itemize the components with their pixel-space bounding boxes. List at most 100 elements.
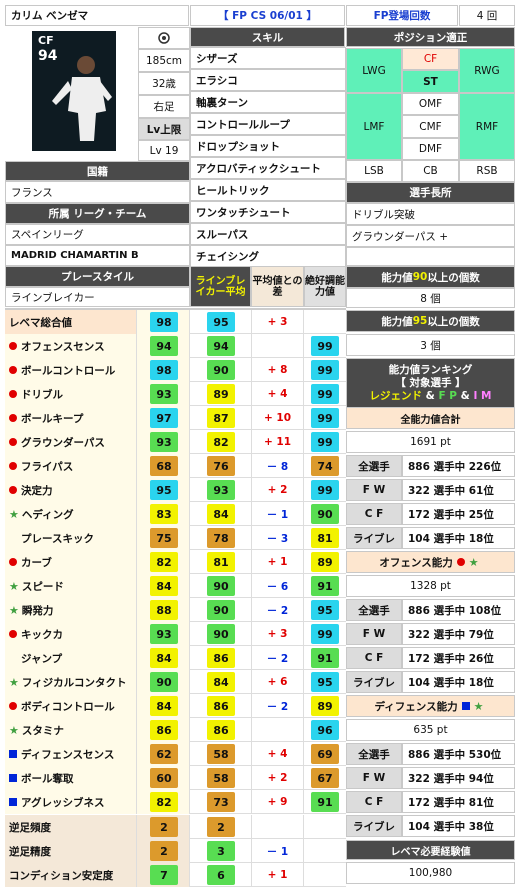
stat-row: プレースキック 75 78 － 3 81 (5, 526, 346, 550)
stat-label: オフェンスセンス (5, 334, 137, 358)
playstyle-avg-value: 90 (207, 576, 235, 596)
star-icon: ★ (468, 555, 479, 569)
absolute-value: 91 (311, 576, 339, 596)
ranking-category: 全選手 (346, 599, 402, 621)
stat-row: グラウンダーパス 93 82 + 11 99 (5, 430, 346, 454)
stat-label: ジャンプ (5, 646, 137, 670)
stat-row: ★ フィジカルコンタクト 90 84 + 6 95 (5, 670, 346, 694)
stat-label-text: フライパス (21, 460, 74, 473)
player-name: カリム ベンゼマ (5, 5, 189, 26)
stat-row: ボール奪取 60 58 + 2 67 (5, 766, 346, 790)
count90-header: 能力値 90 以上の個数 (346, 266, 515, 288)
offense-dot-icon (9, 558, 17, 566)
ranking-block-header: ディフェンス能力 ★ (346, 695, 515, 717)
stat-label-text: 決定力 (21, 484, 53, 497)
stat-label-text: スピード (21, 580, 64, 593)
stat-label: プレースキック (5, 526, 137, 550)
stat-label: レベマ総合値 (5, 310, 137, 334)
skill-item: ヒールトリック (190, 179, 346, 201)
stat-label-text: グラウンダーパス (21, 436, 105, 449)
skill-item: 軸裏ターン (190, 91, 346, 113)
stat-label: ボール奪取 (5, 766, 137, 790)
skill-item: スルーパス (190, 223, 346, 245)
stat-label: カーブ (5, 550, 137, 574)
avg-diff: + 1 (251, 550, 304, 574)
skill-item: エラシコ (190, 69, 346, 91)
stat-label: ディフェンスセンス (5, 742, 137, 766)
ranking-block-header: 全能力値合計 (346, 407, 515, 429)
ranking-position: 886 選手中 530位 (402, 743, 515, 765)
pos-omf: OMF (402, 93, 459, 115)
avg-diff-header: 平均値との差 (251, 266, 304, 307)
absolute-value: 99 (311, 336, 339, 356)
pos-dmf: DMF (402, 138, 459, 160)
stat-label: アグレッシブネス (5, 790, 137, 814)
avg-diff: + 8 (251, 358, 304, 382)
stat-value: 98 (150, 312, 178, 332)
defense-square-icon (9, 750, 17, 758)
playstyle-avg-value: 3 (207, 841, 235, 861)
stat-label: ★ スピード (5, 574, 137, 598)
stat-label-text: ディフェンスセンス (21, 748, 115, 761)
playstyle-avg-value: 82 (207, 432, 235, 452)
star-icon: ★ (473, 699, 484, 713)
ranking-category: 全選手 (346, 455, 402, 477)
stat-row: カーブ 82 81 + 1 89 (5, 550, 346, 574)
absolute-value: 74 (311, 456, 339, 476)
ranking-category: ライブレ (346, 815, 402, 837)
stat-value: 94 (150, 336, 178, 356)
stat-row: キックカ 93 90 + 3 99 (5, 622, 346, 646)
ranking-position: 322 選手中 79位 (402, 623, 515, 645)
stat-value: 84 (150, 576, 178, 596)
absolute-value: 99 (311, 384, 339, 404)
stat-label-text: 逆足頻度 (9, 821, 51, 834)
pos-rmf: RMF (459, 93, 515, 160)
playstyle-avg-value: 73 (207, 792, 235, 812)
strength-2: グラウンダーパス + (346, 225, 515, 247)
stat-label: コンディション安定度 (5, 863, 137, 887)
ranking-position: 172 選手中 26位 (402, 647, 515, 669)
avg-diff: + 2 (251, 478, 304, 502)
pos-cb: CB (402, 160, 459, 182)
stat-value: 93 (150, 384, 178, 404)
stat-label-text: ボールコントロール (21, 364, 116, 377)
absolute-value: 67 (311, 768, 339, 788)
stat-label: ★ ヘディング (5, 502, 137, 526)
avg-diff: + 4 (251, 382, 304, 406)
stat-label-text: フィジカルコンタクト (21, 676, 127, 689)
stat-value: 90 (150, 672, 178, 692)
player-card-image: CF 94 (32, 31, 116, 151)
ranking-total: 635 pt (346, 719, 515, 741)
stat-label-text: 瞬発力 (21, 604, 54, 617)
stat-row: フライパス 68 76 － 8 74 (5, 454, 346, 478)
stat-label-text: カーブ (21, 556, 52, 569)
stat-label-text: 逆足精度 (9, 845, 51, 858)
avg-diff: － 6 (251, 574, 304, 598)
stat-label: ★ スタミナ (5, 718, 137, 742)
ranking-category: ライブレ (346, 527, 402, 549)
avg-diff: － 8 (251, 454, 304, 478)
stat-label: フライパス (5, 454, 137, 478)
stat-label: ★ 瞬発力 (5, 598, 137, 622)
playstyle-avg-value: 93 (207, 480, 235, 500)
absolute-value: 99 (311, 360, 339, 380)
pos-rwg: RWG (459, 48, 515, 93)
height: 185cm (138, 49, 190, 72)
positions-header: ポジション適正 (346, 27, 515, 47)
count95: 3 個 (346, 334, 515, 356)
nationality: フランス (5, 181, 190, 203)
ranking-position: 172 選手中 25位 (402, 503, 515, 525)
stat-value: 88 (150, 600, 178, 620)
stat-label-text: レベマ総合値 (9, 316, 72, 329)
offense-dot-icon (9, 390, 17, 398)
ranking-category: 全選手 (346, 743, 402, 765)
stat-label: ボールキープ (5, 406, 137, 430)
stat-row: 逆足頻度 2 2 (5, 815, 346, 839)
avg-diff: + 6 (251, 670, 304, 694)
ranking-total: 1328 pt (346, 575, 515, 597)
stat-label: ★ フィジカルコンタクト (5, 670, 137, 694)
stat-value: 83 (150, 504, 178, 524)
team: MADRID CHAMARTIN B (5, 245, 190, 266)
avg-diff: + 3 (251, 310, 304, 334)
playstyle-avg-value: 78 (207, 528, 235, 548)
